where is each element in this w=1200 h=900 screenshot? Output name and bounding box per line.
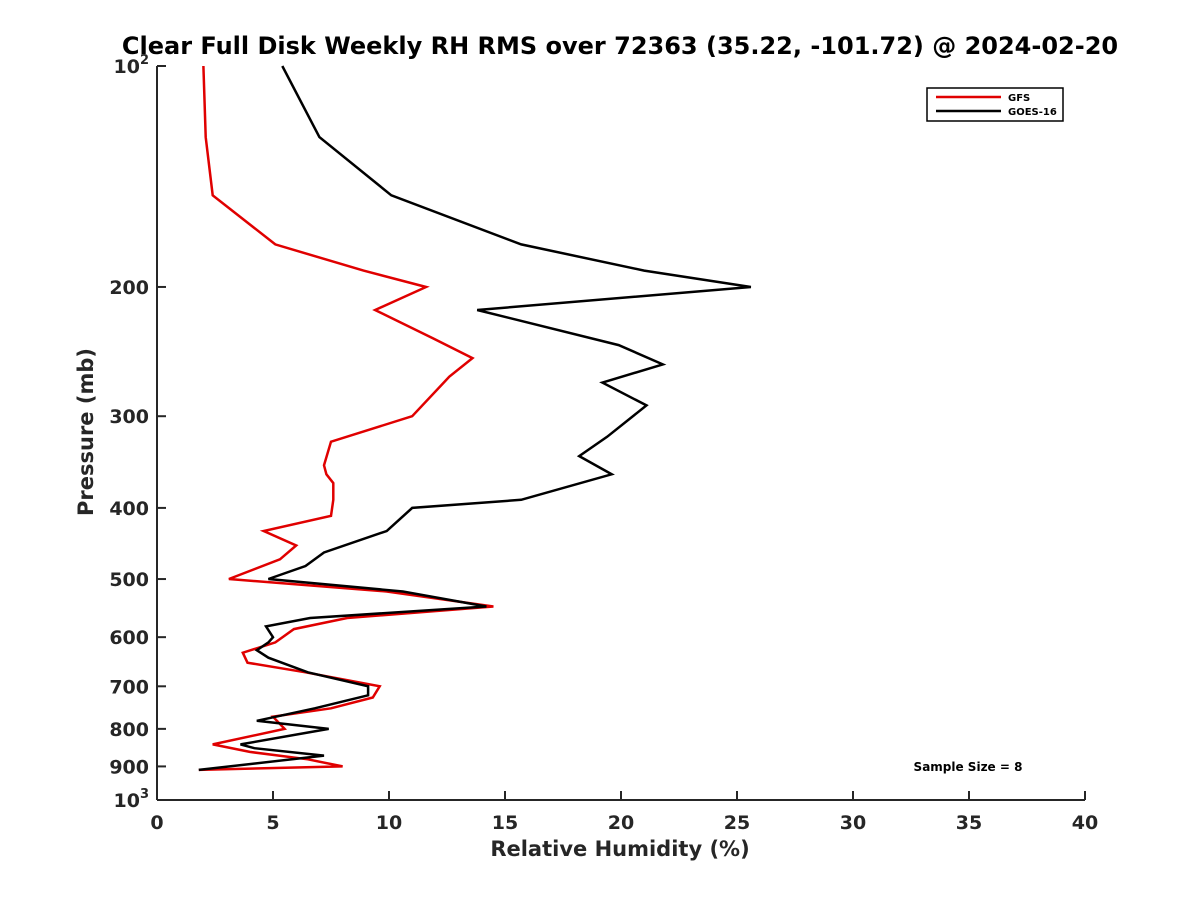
y-tick-label: 500 [109, 569, 149, 591]
y-tick-label: 900 [109, 756, 149, 778]
axes-layer: 0 5 10 15 20 25 30 35 40 102 200 300 400 500 600 700 800… [109, 53, 1098, 834]
x-tick-label: 40 [1072, 812, 1098, 834]
series-line-goes16 [198, 65, 752, 772]
y-tick-label: 700 [109, 676, 149, 698]
y-tick-label: 103 [114, 787, 150, 812]
x-tick-label: 10 [376, 812, 402, 834]
y-tick-label: 800 [109, 719, 149, 741]
y-tick-label: 300 [109, 406, 149, 428]
x-tick-label: 35 [956, 812, 982, 834]
legend-box [926, 87, 1064, 122]
legend-label-gfs: GFS [1008, 93, 1030, 104]
x-tick-label: 20 [608, 812, 634, 834]
chart-title: Clear Full Disk Weekly RH RMS over 72363… [122, 32, 1118, 60]
x-tick-label: 5 [266, 812, 279, 834]
x-tick-label: 25 [724, 812, 750, 834]
y-axis-label: Pressure (mb) [74, 348, 98, 516]
x-tick-label: 30 [840, 812, 866, 834]
legend: GFS GOES-16 [926, 87, 1064, 122]
y-tick-label: 200 [109, 277, 149, 299]
legend-label-goes16: GOES-16 [1008, 107, 1057, 118]
x-tick-label: 15 [492, 812, 518, 834]
x-axis-label: Relative Humidity (%) [490, 837, 749, 861]
sample-size-annotation: Sample Size = 8 [914, 760, 1023, 774]
y-tick-label: 600 [109, 627, 149, 649]
y-tick-label: 400 [109, 498, 149, 520]
x-tick-label: 0 [150, 812, 163, 834]
y-tick-label: 102 [114, 53, 150, 78]
series-layer [198, 65, 752, 772]
